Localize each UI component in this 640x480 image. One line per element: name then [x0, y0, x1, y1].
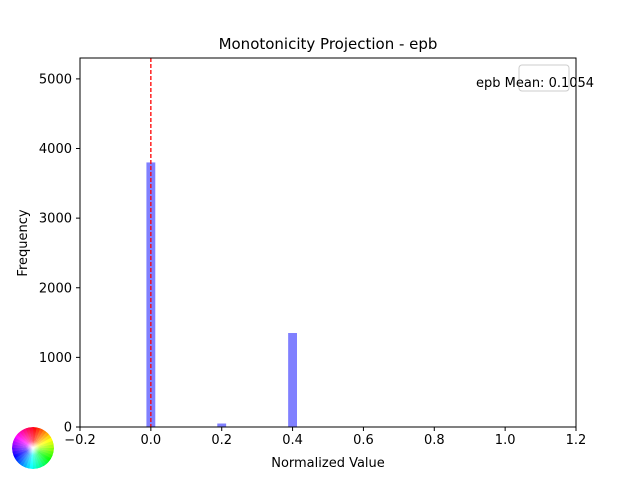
histogram-bar-1 — [217, 423, 227, 427]
plot-frame — [79, 57, 577, 428]
y-tick-label: 0 — [64, 421, 72, 436]
x-axis-label: Normalized Value — [271, 456, 385, 471]
y-tick-label: 5000 — [39, 72, 72, 87]
y-axis-ticks: 0 1000 2000 3000 4000 5000 — [39, 72, 80, 436]
y-tick-label: 3000 — [39, 212, 72, 227]
x-tick-label: 0.2 — [211, 433, 232, 448]
x-tick-label: 1.2 — [566, 433, 587, 448]
bars-layer — [146, 162, 297, 427]
legend-box — [518, 64, 570, 92]
y-tick-label: 1000 — [39, 351, 72, 366]
chart-title: Monotonicity Projection - epb — [219, 35, 438, 53]
x-tick-label: 0.6 — [353, 433, 374, 448]
color-wheel-icon — [12, 427, 54, 469]
x-tick-label: 0.8 — [424, 433, 445, 448]
x-tick-label: 1.0 — [495, 433, 516, 448]
legend: epb Mean: 0.1054 — [476, 64, 594, 92]
x-tick-label: −0.2 — [64, 433, 96, 448]
histogram-bar-2 — [288, 333, 297, 427]
y-tick-label: 4000 — [39, 142, 72, 157]
x-axis-ticks: −0.2 0.0 0.2 0.4 0.6 0.8 1.0 1.2 — [64, 427, 586, 448]
x-tick-label: 0.4 — [282, 433, 303, 448]
x-tick-label: 0.0 — [141, 433, 162, 448]
legend-text: epb Mean: 0.1054 — [476, 76, 594, 91]
y-tick-label: 2000 — [39, 281, 72, 296]
y-axis-label: Frequency — [16, 209, 31, 276]
